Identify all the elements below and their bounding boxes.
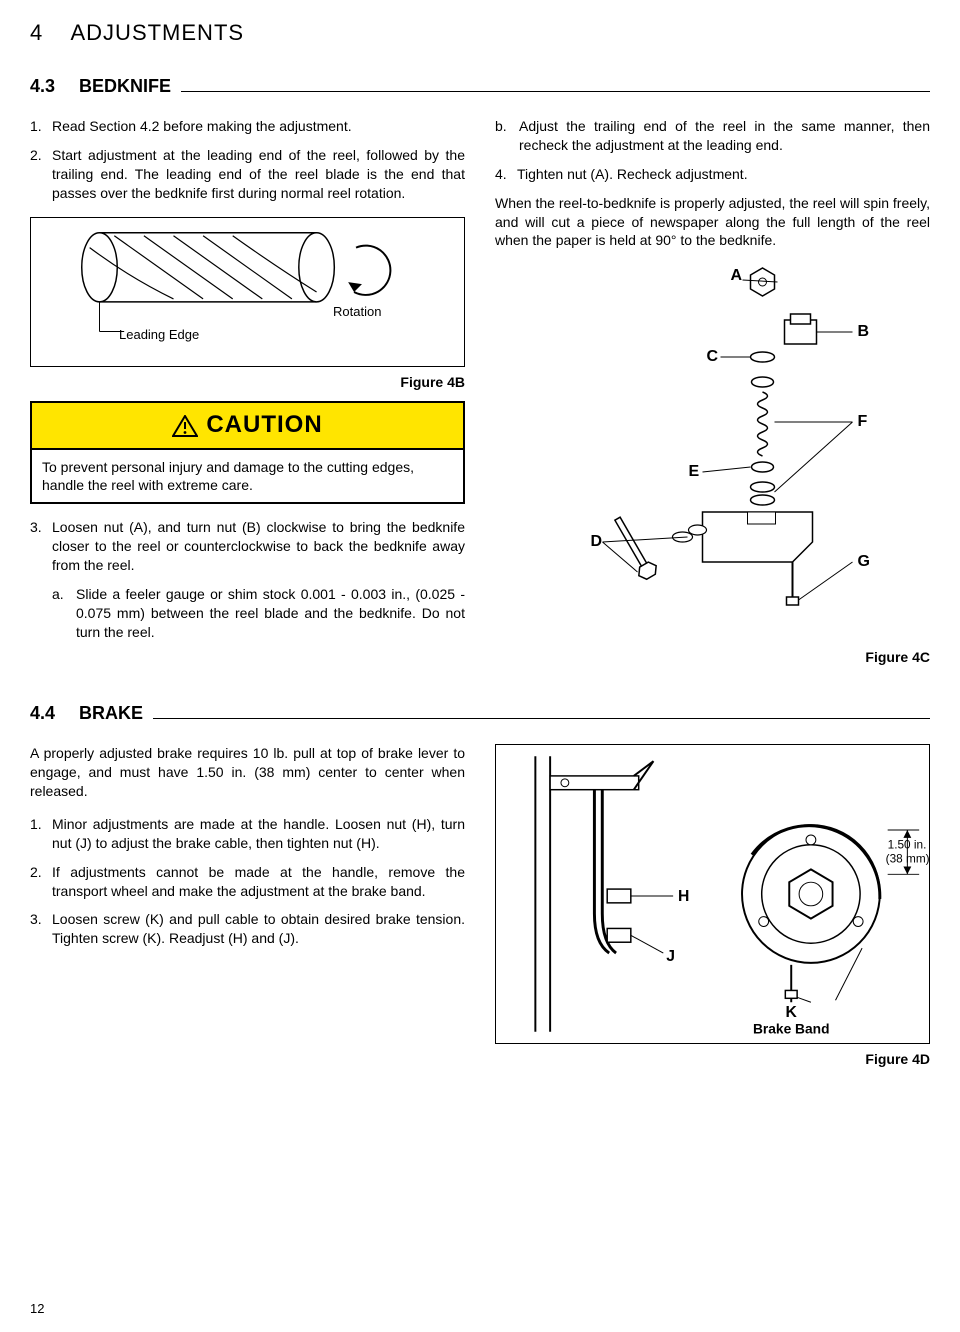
svg-text:Brake Band: Brake Band — [753, 1022, 830, 1037]
bedknife-columns: 1. Read Section 4.2 before making the ad… — [30, 117, 930, 677]
step-2: 2. Start adjustment at the leading end o… — [30, 146, 465, 203]
section-number: 4.3 — [30, 76, 55, 97]
substep-text: Adjust the trailing end of the reel in t… — [519, 117, 930, 155]
brake-intro: A properly adjusted brake requires 10 lb… — [30, 744, 465, 801]
page-header: 4 ADJUSTMENTS — [30, 20, 930, 46]
svg-text:A: A — [731, 267, 743, 284]
substep-b: b. Adjust the trailing end of the reel i… — [495, 117, 930, 155]
svg-text:B: B — [858, 323, 870, 340]
svg-text:(38 mm): (38 mm) — [886, 852, 929, 866]
brake-step-2: 2. If adjustments cannot be made at the … — [30, 863, 465, 901]
step-4: 4. Tighten nut (A). Recheck adjustment. — [495, 165, 930, 184]
svg-text:E: E — [689, 463, 700, 480]
step-marker: 3. — [30, 518, 52, 575]
step-marker: 1. — [30, 815, 52, 853]
page-number: 12 — [30, 1301, 44, 1316]
svg-text:H: H — [678, 888, 689, 905]
chapter-title: ADJUSTMENTS — [71, 20, 245, 45]
step-marker: 2. — [30, 146, 52, 203]
svg-text:1.50 in.: 1.50 in. — [888, 838, 927, 852]
section-title: BRAKE — [79, 703, 143, 724]
svg-text:F: F — [858, 413, 868, 430]
step-marker: 3. — [30, 910, 52, 948]
step-1: 1. Read Section 4.2 before making the ad… — [30, 117, 465, 136]
substep-marker: b. — [495, 117, 519, 155]
section-heading-brake: 4.4 BRAKE — [30, 703, 930, 724]
warning-triangle-icon — [172, 415, 198, 437]
svg-text:C: C — [707, 348, 719, 365]
parts-diagram-4c: A B C F E D G — [495, 262, 930, 642]
step-text: Start adjustment at the leading end of t… — [52, 146, 465, 203]
brake-columns: A properly adjusted brake requires 10 lb… — [30, 744, 930, 1079]
svg-text:D: D — [591, 533, 603, 550]
rotation-label: Rotation — [333, 303, 381, 321]
step-text: Loosen screw (K) and pull cable to obtai… — [52, 910, 465, 948]
figure-4b-label: Figure 4B — [30, 373, 465, 392]
substep-a: a. Slide a feeler gauge or shim stock 0.… — [52, 585, 465, 642]
brake-left-col: A properly adjusted brake requires 10 lb… — [30, 744, 465, 1079]
step-marker: 4. — [495, 165, 517, 184]
brake-right-col: H J K Brake Ba — [495, 744, 930, 1079]
caution-word: CAUTION — [206, 409, 322, 441]
step-marker: 2. — [30, 863, 52, 901]
section-title: BEDKNIFE — [79, 76, 171, 97]
brake-step-1: 1. Minor adjustments are made at the han… — [30, 815, 465, 853]
step-marker: 1. — [30, 117, 52, 136]
step-text: Tighten nut (A). Recheck adjustment. — [517, 165, 930, 184]
bedknife-paragraph: When the reel-to-bedknife is properly ad… — [495, 194, 930, 251]
step-3: 3. Loosen nut (A), and turn nut (B) cloc… — [30, 518, 465, 575]
heading-rule — [181, 91, 930, 92]
heading-rule — [153, 718, 930, 719]
step-text: Minor adjustments are made at the handle… — [52, 815, 465, 853]
leading-edge-label: Leading Edge — [119, 326, 199, 344]
bedknife-right-col: b. Adjust the trailing end of the reel i… — [495, 117, 930, 677]
section-heading-bedknife: 4.3 BEDKNIFE — [30, 76, 930, 97]
brake-diagram-4d: H J K Brake Ba — [495, 744, 930, 1044]
caution-header: CAUTION — [32, 403, 463, 449]
svg-text:G: G — [858, 553, 870, 570]
section-number: 4.4 — [30, 703, 55, 724]
bedknife-left-col: 1. Read Section 4.2 before making the ad… — [30, 117, 465, 677]
step-text: Loosen nut (A), and turn nut (B) clockwi… — [52, 518, 465, 575]
substep-marker: a. — [52, 585, 76, 642]
figure-4c-label: Figure 4C — [495, 648, 930, 667]
svg-text:K: K — [786, 1004, 798, 1021]
caution-box: CAUTION To prevent personal injury and d… — [30, 401, 465, 504]
step-text: Read Section 4.2 before making the adjus… — [52, 117, 465, 136]
substep-text: Slide a feeler gauge or shim stock 0.001… — [76, 585, 465, 642]
brake-step-3: 3. Loosen screw (K) and pull cable to ob… — [30, 910, 465, 948]
step-text: If adjustments cannot be made at the han… — [52, 863, 465, 901]
caution-body: To prevent personal injury and damage to… — [32, 450, 463, 502]
svg-text:J: J — [666, 948, 675, 965]
figure-4d-label: Figure 4D — [495, 1050, 930, 1069]
chapter-number: 4 — [30, 20, 43, 45]
reel-diagram: Leading Edge Rotation — [30, 217, 465, 367]
